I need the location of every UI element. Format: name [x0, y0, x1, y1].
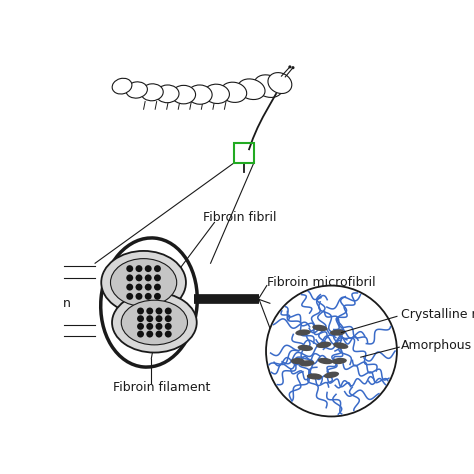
Circle shape	[165, 308, 172, 314]
Circle shape	[154, 293, 161, 300]
Circle shape	[292, 66, 294, 69]
Circle shape	[165, 331, 172, 337]
Circle shape	[146, 315, 153, 322]
Circle shape	[154, 283, 161, 291]
Circle shape	[266, 285, 397, 417]
Ellipse shape	[316, 342, 331, 348]
Circle shape	[155, 323, 163, 330]
Text: Fibroin fibril: Fibroin fibril	[203, 210, 276, 224]
Ellipse shape	[112, 78, 132, 94]
Ellipse shape	[330, 329, 346, 336]
Circle shape	[136, 265, 143, 272]
Circle shape	[126, 293, 133, 300]
Bar	[234, 143, 254, 163]
Circle shape	[145, 283, 152, 291]
Text: Fibroin filament: Fibroin filament	[113, 382, 210, 394]
Ellipse shape	[141, 84, 163, 101]
Circle shape	[155, 308, 163, 314]
Circle shape	[146, 308, 153, 314]
Circle shape	[126, 283, 133, 291]
Circle shape	[126, 274, 133, 282]
Circle shape	[155, 315, 163, 322]
Circle shape	[145, 293, 152, 300]
Ellipse shape	[312, 325, 328, 331]
Ellipse shape	[318, 358, 333, 364]
Ellipse shape	[221, 82, 246, 102]
Text: n: n	[63, 297, 71, 310]
Circle shape	[137, 308, 144, 314]
Ellipse shape	[121, 300, 188, 345]
Ellipse shape	[254, 75, 283, 98]
Circle shape	[146, 323, 153, 330]
Circle shape	[165, 315, 172, 322]
Circle shape	[126, 265, 133, 272]
Text: Amorphous: Amorphous	[401, 339, 472, 352]
Ellipse shape	[112, 292, 197, 353]
Circle shape	[145, 265, 152, 272]
Ellipse shape	[333, 342, 348, 349]
Ellipse shape	[204, 84, 229, 103]
Circle shape	[136, 274, 143, 282]
Circle shape	[165, 323, 172, 330]
Ellipse shape	[188, 85, 212, 104]
Ellipse shape	[291, 358, 304, 364]
Circle shape	[137, 331, 144, 337]
Circle shape	[136, 293, 143, 300]
Circle shape	[146, 331, 153, 337]
Ellipse shape	[156, 85, 179, 103]
Ellipse shape	[101, 251, 186, 314]
Ellipse shape	[172, 85, 196, 104]
Circle shape	[288, 65, 292, 68]
Ellipse shape	[238, 79, 265, 100]
Circle shape	[155, 331, 163, 337]
Circle shape	[145, 274, 152, 282]
Ellipse shape	[295, 329, 310, 336]
Ellipse shape	[110, 259, 177, 306]
Circle shape	[137, 315, 144, 322]
Ellipse shape	[126, 82, 147, 98]
Text: Fibroin microfibril: Fibroin microfibril	[267, 276, 375, 289]
Ellipse shape	[298, 345, 313, 351]
Ellipse shape	[268, 73, 292, 93]
Ellipse shape	[299, 360, 315, 366]
Ellipse shape	[324, 372, 339, 378]
Circle shape	[137, 323, 144, 330]
Text: Crystalline regio: Crystalline regio	[401, 308, 474, 321]
Circle shape	[154, 265, 161, 272]
Circle shape	[136, 283, 143, 291]
Circle shape	[154, 274, 161, 282]
Ellipse shape	[331, 358, 347, 364]
Ellipse shape	[307, 374, 322, 380]
